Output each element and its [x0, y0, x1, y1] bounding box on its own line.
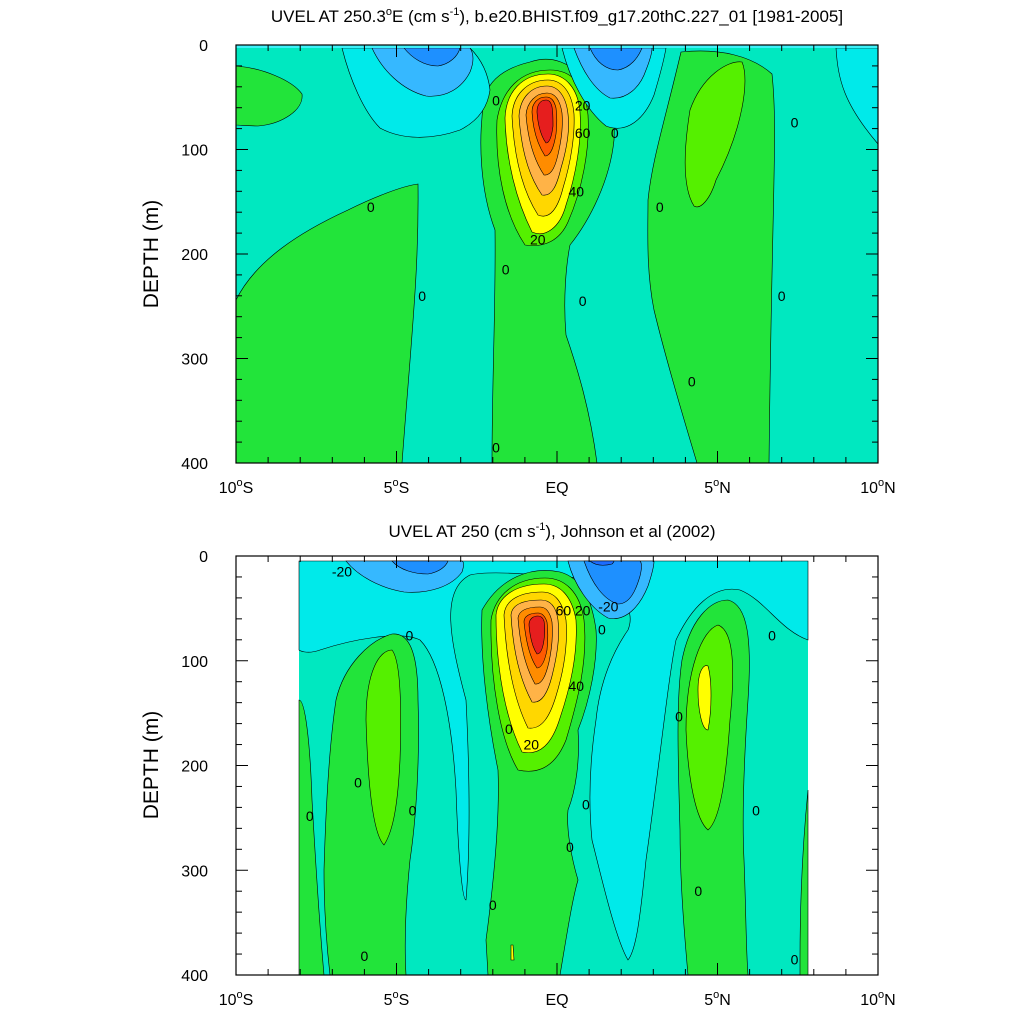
- contour-label: 0: [752, 803, 760, 819]
- y-axis-label: DEPTH (m): [140, 711, 163, 820]
- contour-field: [298, 560, 809, 975]
- contour-fill-green-left-upper: [236, 65, 303, 127]
- contour-label: 0: [492, 439, 500, 455]
- contour-label: 0: [778, 288, 786, 304]
- contour-fill-red: [528, 615, 546, 655]
- y-tick-label: 0: [199, 549, 208, 566]
- y-tick-label: 400: [181, 456, 208, 473]
- contour-fill-green-bright-right: [684, 61, 746, 208]
- contour-label: 20: [524, 737, 540, 753]
- x-tick-label: EQ: [545, 480, 568, 497]
- y-tick-label: 200: [181, 759, 208, 776]
- contour-fill-bluedark-surface-north: [589, 47, 643, 71]
- x-tick-label: 5oS: [384, 477, 410, 497]
- contour-label: 0: [675, 708, 683, 724]
- contour-label: 0: [361, 948, 369, 964]
- contour-label: 40: [568, 183, 584, 199]
- x-tick-label: EQ: [545, 992, 568, 1009]
- contour-fill-green-bright-south: [365, 649, 402, 846]
- x-tick-label: 5oN: [704, 477, 731, 497]
- chart-title: UVEL AT 250.3oE (cm s-1), b.e20.BHIST.f0…: [271, 6, 843, 26]
- contour-label: 0: [489, 897, 497, 913]
- chart-panel-model: UVEL AT 250.3oE (cm s-1), b.e20.BHIST.f0…: [140, 6, 896, 497]
- x-tick-label: 10oN: [860, 989, 895, 1009]
- contour-label: 0: [306, 808, 314, 824]
- contour-label: 0: [492, 92, 500, 108]
- contour-label: 0: [566, 839, 574, 855]
- contour-label: 0: [502, 262, 510, 278]
- contour-label: 0: [418, 288, 426, 304]
- contour-label: 0: [688, 373, 696, 389]
- contour-label: 40: [568, 678, 584, 694]
- contour-fill-bluedeep-surface-north: [589, 560, 615, 566]
- x-tick-label: 5oN: [704, 989, 731, 1009]
- y-tick-label: 200: [181, 247, 208, 264]
- contour-fill-green-left-deep: [236, 183, 419, 463]
- contour-fill-red: [536, 99, 554, 144]
- contour-labels: 0 20 60 0 0 40 0 0 20 0 0 0 0 0 0: [367, 92, 799, 455]
- contour-label: 0: [579, 293, 587, 309]
- y-tick-label: 100: [181, 143, 208, 160]
- contour-fill-green-bright-north: [685, 624, 733, 831]
- contour-label: -20: [598, 598, 618, 614]
- contour-label: 0: [598, 621, 606, 637]
- contour-label: 20: [530, 231, 546, 247]
- contour-fill-bluedark-surface-south: [391, 560, 449, 575]
- contour-fill-yellow-north-patch: [697, 665, 712, 731]
- y-tick-label: 400: [181, 968, 208, 985]
- contour-label: 0: [582, 796, 590, 812]
- contour-label: 0: [768, 628, 776, 644]
- contour-label: -20: [332, 564, 352, 580]
- y-tick-label: 300: [181, 863, 208, 880]
- contour-label: 20: [575, 602, 591, 618]
- contour-label: 0: [505, 721, 513, 737]
- contour-label: 60: [575, 125, 591, 141]
- y-axis-label: DEPTH (m): [140, 200, 163, 309]
- x-tick-label: 10oN: [860, 477, 895, 497]
- contour-field: [236, 45, 878, 463]
- contour-fill-green-right: [647, 50, 775, 463]
- contour-label: 0: [367, 199, 375, 215]
- y-tick-label: 0: [199, 38, 208, 55]
- y-tick-label: 100: [181, 654, 208, 671]
- contour-label: 0: [611, 125, 619, 141]
- contour-fill-bluedark-surface-south: [403, 47, 461, 67]
- contour-label: 0: [409, 803, 417, 819]
- contour-label: 60: [556, 602, 572, 618]
- contour-label: 0: [791, 114, 799, 130]
- contour-label: 20: [575, 98, 591, 114]
- contour-fill-bluedark-surface-north: [583, 560, 642, 605]
- contour-fill-green-southwest: [298, 699, 325, 975]
- x-tick-label: 5oS: [384, 989, 410, 1009]
- chart-panel-observations: UVEL AT 250 (cm s-1), Johnson et al (200…: [140, 521, 896, 1009]
- contour-label: 0: [405, 628, 413, 644]
- chart-title: UVEL AT 250 (cm s-1), Johnson et al (200…: [389, 521, 716, 541]
- contour-label: 0: [791, 951, 799, 967]
- x-tick-label: 10oS: [219, 477, 254, 497]
- contour-fill-small-deep-patch: [510, 944, 515, 961]
- x-tick-label: 10oS: [219, 989, 254, 1009]
- y-tick-label: 300: [181, 352, 208, 369]
- contour-label: 0: [694, 883, 702, 899]
- contour-label: 0: [656, 199, 664, 215]
- contour-fill-green-east-edge: [799, 789, 809, 975]
- contour-label: 0: [354, 774, 362, 790]
